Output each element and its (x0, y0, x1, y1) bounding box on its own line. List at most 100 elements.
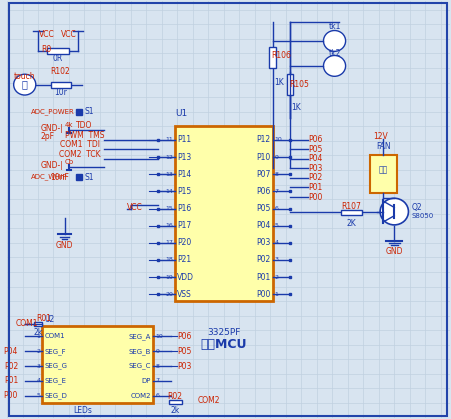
Text: GND: GND (56, 241, 74, 250)
Text: P10: P10 (256, 153, 270, 162)
Text: P01: P01 (256, 273, 270, 282)
Text: SEG_B: SEG_B (129, 348, 151, 354)
Text: 5: 5 (37, 393, 40, 398)
Text: P21: P21 (177, 256, 192, 264)
Text: VCC: VCC (61, 30, 77, 39)
Text: 4: 4 (275, 241, 279, 245)
Text: 3: 3 (36, 364, 40, 369)
Text: 1: 1 (275, 292, 279, 297)
Circle shape (14, 74, 36, 95)
Text: P20: P20 (177, 238, 192, 247)
Bar (47, 49, 69, 54)
Text: 10nF: 10nF (50, 173, 69, 181)
Text: P07: P07 (256, 170, 270, 179)
Text: P03: P03 (177, 362, 192, 370)
Text: P06: P06 (308, 135, 322, 144)
Text: 19: 19 (165, 274, 173, 279)
Text: SEG_F: SEG_F (45, 348, 66, 354)
Text: COM2: COM2 (130, 393, 151, 398)
Text: GND-|: GND-| (40, 124, 63, 133)
Text: U1: U1 (175, 109, 188, 118)
Text: R105: R105 (290, 80, 309, 89)
Text: P00: P00 (308, 192, 322, 202)
Circle shape (323, 31, 345, 52)
Text: 4: 4 (36, 378, 40, 383)
Text: COM2  TCK: COM2 TCK (59, 150, 101, 159)
Text: S8050: S8050 (412, 213, 434, 219)
Text: SEG_G: SEG_G (45, 363, 68, 370)
Text: LEDs: LEDs (73, 406, 92, 415)
Bar (76, 109, 82, 115)
Text: 6: 6 (155, 393, 159, 398)
Text: P01: P01 (308, 183, 322, 192)
Text: P04: P04 (4, 347, 18, 356)
Text: R102: R102 (50, 67, 70, 76)
Text: touch: touch (14, 72, 36, 81)
Text: P05: P05 (256, 204, 270, 213)
Text: tk2: tk2 (328, 49, 341, 57)
Text: P14: P14 (177, 170, 192, 179)
Text: R106: R106 (272, 51, 291, 60)
Text: P05: P05 (177, 347, 192, 356)
Text: VSS: VSS (177, 290, 192, 299)
Text: 2K: 2K (346, 219, 356, 228)
Text: SEG_D: SEG_D (45, 392, 68, 399)
Text: 5: 5 (275, 223, 279, 228)
Text: ADC_POWER: ADC_POWER (32, 109, 75, 115)
Text: P15: P15 (177, 187, 192, 196)
Text: 主控MCU: 主控MCU (201, 338, 247, 351)
Text: P04: P04 (256, 221, 270, 230)
Text: GND-|: GND-| (40, 161, 63, 170)
Text: PWM  TMS: PWM TMS (65, 131, 104, 140)
Text: P16: P16 (177, 204, 192, 213)
Text: 10: 10 (275, 137, 282, 142)
Text: ADC_WHIP: ADC_WHIP (32, 173, 68, 181)
Text: 1: 1 (37, 334, 40, 339)
Text: U2: U2 (45, 315, 55, 324)
Bar (51, 82, 71, 88)
Text: 7: 7 (275, 189, 279, 194)
Text: 6: 6 (275, 206, 279, 211)
Text: P00: P00 (4, 391, 18, 400)
Text: 8: 8 (275, 172, 279, 177)
Bar (270, 47, 276, 68)
Text: P04: P04 (308, 154, 322, 163)
Text: Q2: Q2 (412, 203, 423, 212)
Text: TDO: TDO (76, 122, 92, 130)
Text: tk1: tk1 (328, 21, 341, 31)
Text: 16: 16 (165, 223, 173, 228)
Text: P02: P02 (308, 173, 322, 182)
Text: R107: R107 (341, 202, 361, 211)
Text: S1: S1 (84, 173, 94, 181)
Text: COM1  TDI: COM1 TDI (60, 140, 100, 149)
Text: 2k: 2k (34, 328, 43, 337)
Text: 17: 17 (165, 241, 173, 245)
Text: SEG_C: SEG_C (129, 363, 151, 370)
FancyBboxPatch shape (370, 155, 396, 193)
Text: 3: 3 (275, 257, 279, 262)
Text: P03: P03 (308, 164, 322, 173)
Text: DP: DP (142, 378, 151, 384)
Text: 1K: 1K (274, 78, 284, 88)
Bar (34, 322, 42, 326)
Text: 3325PF: 3325PF (207, 328, 240, 337)
Text: SEG_A: SEG_A (129, 333, 151, 340)
Text: COM1: COM1 (16, 319, 38, 328)
Text: 0R: 0R (53, 54, 63, 63)
Text: ⌚: ⌚ (22, 80, 28, 90)
Text: P03: P03 (256, 238, 270, 247)
FancyBboxPatch shape (175, 126, 272, 301)
Text: 10: 10 (155, 334, 163, 339)
Text: 9: 9 (155, 349, 159, 354)
Bar (287, 74, 294, 95)
Text: 18: 18 (165, 257, 173, 262)
Text: 14: 14 (165, 189, 173, 194)
Text: 12: 12 (165, 155, 173, 160)
Text: SEG_E: SEG_E (45, 378, 67, 384)
Text: R0: R0 (42, 45, 52, 54)
Text: 2: 2 (275, 274, 279, 279)
Text: 9: 9 (275, 155, 279, 160)
Text: 2pF: 2pF (40, 132, 54, 141)
Text: 13: 13 (165, 172, 173, 177)
Text: VCC: VCC (127, 203, 142, 212)
